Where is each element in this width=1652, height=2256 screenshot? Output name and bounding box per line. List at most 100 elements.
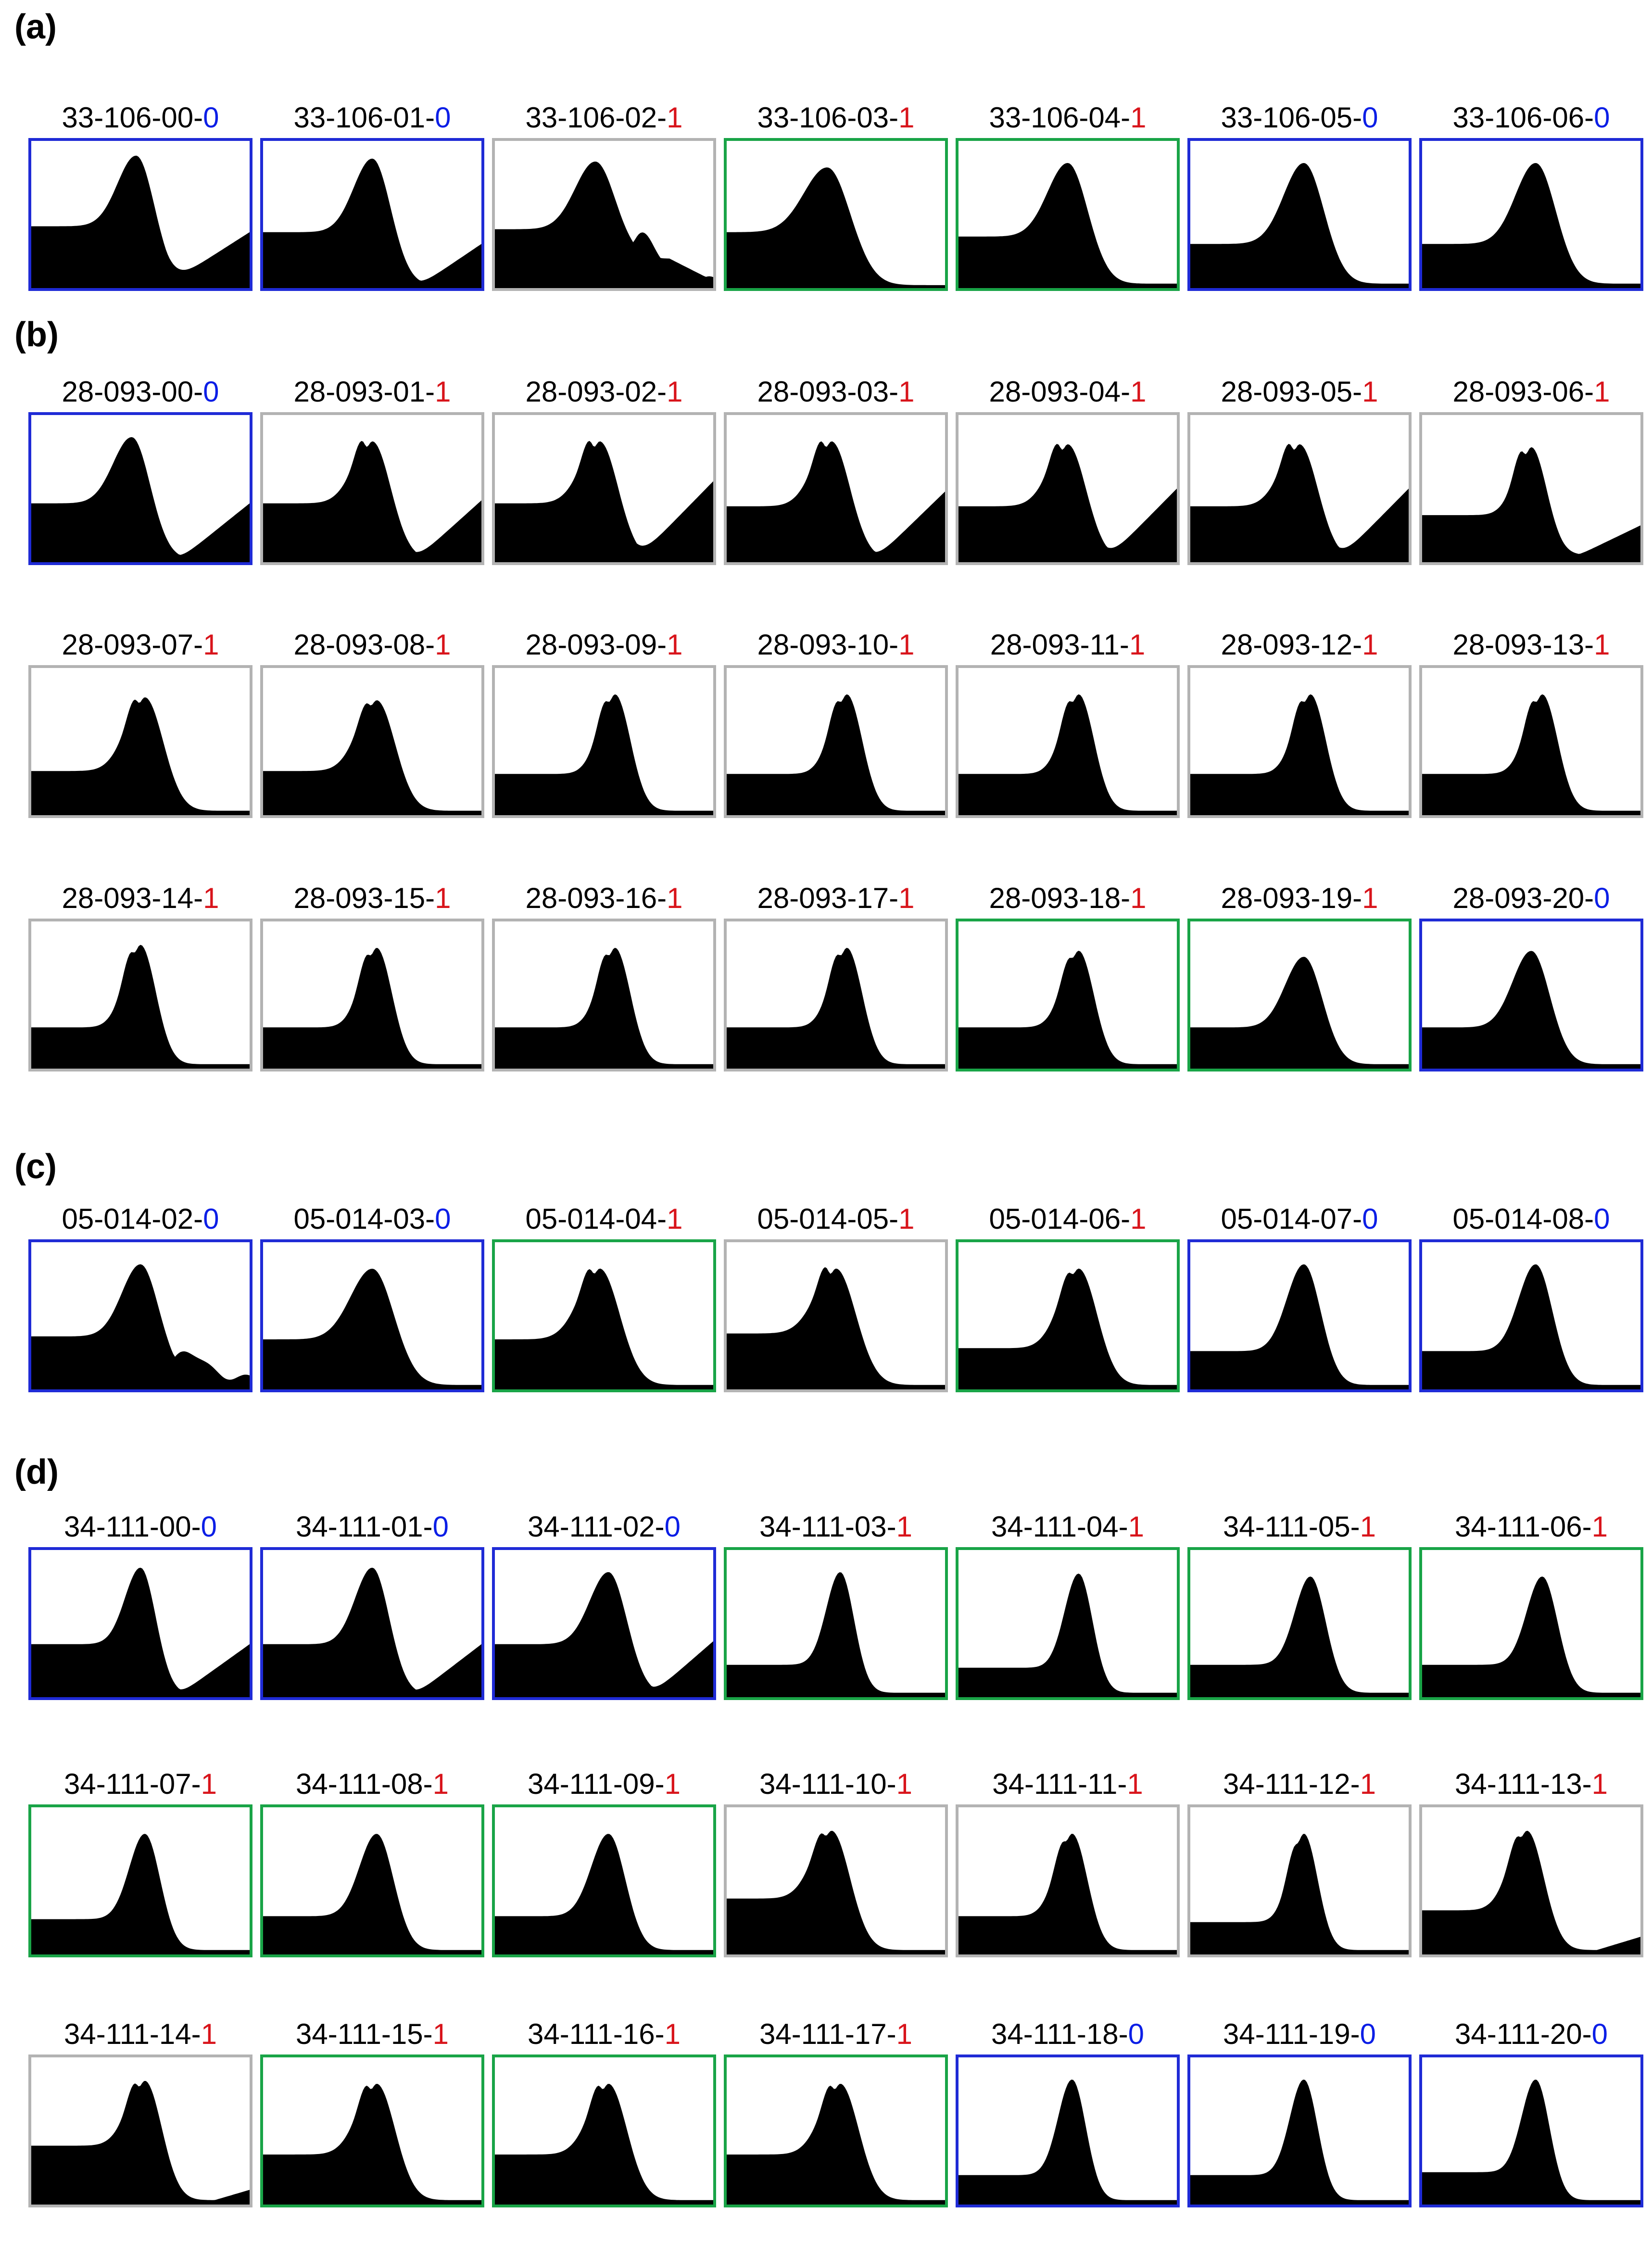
sample-id: 34-111-04- [991, 1511, 1128, 1543]
profile-plot [727, 1830, 945, 1954]
sample-id: 33-106-01- [293, 101, 435, 134]
profile-silhouette [1190, 1834, 1409, 1954]
profile-cell: 28-093-02-1 [490, 378, 718, 570]
profile-plot [958, 163, 1177, 288]
sample-id: 05-014-06- [989, 1203, 1131, 1235]
profile-cell: 28-093-07-1 [26, 630, 254, 823]
sample-id: 34-111-20- [1455, 2018, 1592, 2050]
profile-plot [31, 155, 250, 288]
sample-label: 05-014-08-0 [1417, 1205, 1645, 1234]
profile-plot [727, 1267, 945, 1389]
state-digit: 1 [667, 629, 683, 661]
profile-silhouette [1422, 163, 1640, 288]
sample-label: 34-111-04-1 [954, 1512, 1182, 1541]
profile-cell: 34-111-06-1 [1417, 1512, 1645, 1705]
profile-silhouette [1422, 694, 1640, 815]
state-digit: 1 [1362, 376, 1378, 408]
sample-id: 33-106-03- [757, 101, 899, 134]
profile-plot [263, 1567, 481, 1697]
profile-cell: 28-093-14-1 [26, 884, 254, 1076]
profile-silhouette [495, 161, 713, 288]
profile-silhouette [958, 1574, 1177, 1697]
sample-id: 33-106-04- [989, 101, 1131, 134]
sample-label: 34-111-09-1 [490, 1770, 718, 1799]
profile-plot [1190, 694, 1409, 815]
state-digit: 0 [203, 376, 219, 408]
state-digit: 1 [432, 2018, 449, 2050]
profile-plot [1190, 1576, 1409, 1697]
profile-frame [1419, 138, 1643, 291]
profile-frame [28, 2054, 252, 2207]
state-digit: 1 [1360, 1768, 1376, 1800]
profile-silhouette [31, 945, 250, 1069]
state-digit: 1 [667, 101, 683, 134]
profile-plot [263, 1834, 481, 1954]
sample-id: 28-093-15- [293, 882, 435, 914]
sample-label: 28-093-01-1 [258, 378, 486, 406]
profile-cell: 28-093-15-1 [258, 884, 486, 1076]
profile-cell: 28-093-08-1 [258, 630, 486, 823]
sample-label: 28-093-06-1 [1417, 378, 1645, 406]
profile-plot [495, 1572, 713, 1697]
profile-plot [495, 1268, 713, 1389]
sample-id: 34-111-18- [991, 2018, 1128, 2050]
sample-label: 28-093-13-1 [1417, 630, 1645, 659]
sample-label: 34-111-03-1 [722, 1512, 950, 1541]
sample-id: 05-014-03- [293, 1203, 435, 1235]
state-digit: 0 [432, 1511, 449, 1543]
profile-frame [724, 138, 948, 291]
profile-silhouette [31, 1834, 250, 1954]
profile-plot [263, 158, 481, 288]
profile-silhouette [727, 694, 945, 815]
profile-silhouette [958, 950, 1177, 1069]
profile-plot [263, 948, 481, 1069]
profile-silhouette [727, 167, 945, 288]
profile-cell: 28-093-04-1 [954, 378, 1182, 570]
sample-label: 28-093-02-1 [490, 378, 718, 406]
sample-id: 28-093-01- [293, 376, 435, 408]
panel-label: (a) [14, 8, 57, 46]
state-digit: 0 [1360, 2018, 1376, 2050]
state-digit: 1 [201, 1768, 217, 1800]
profile-frame [1419, 665, 1643, 818]
state-digit: 1 [1591, 1511, 1608, 1543]
sample-label: 05-014-03-0 [258, 1205, 486, 1234]
sample-id: 28-093-18- [989, 882, 1131, 914]
sample-id: 28-093-16- [525, 882, 667, 914]
sample-label: 28-093-19-1 [1185, 884, 1413, 913]
profile-plot [263, 441, 481, 562]
profile-frame [1419, 1239, 1643, 1392]
sample-label: 33-106-02-1 [490, 103, 718, 132]
profile-silhouette [1190, 163, 1409, 288]
state-digit: 1 [201, 2018, 217, 2050]
profile-cell: 28-093-11-1 [954, 630, 1182, 823]
sample-label: 34-111-18-0 [954, 2020, 1182, 2049]
profile-plot [495, 2084, 713, 2205]
profile-cell: 28-093-01-1 [258, 378, 486, 570]
profile-frame [260, 1804, 484, 1957]
sample-label: 28-093-09-1 [490, 630, 718, 659]
sample-id: 28-093-07- [62, 629, 203, 661]
profile-silhouette [1190, 444, 1409, 562]
profile-plot [958, 694, 1177, 815]
profile-frame [724, 665, 948, 818]
profile-frame [1419, 2054, 1643, 2207]
profile-silhouette [495, 1834, 713, 1954]
sample-label: 34-111-12-1 [1185, 1770, 1413, 1799]
sample-label: 28-093-04-1 [954, 378, 1182, 406]
sample-label: 05-014-02-0 [26, 1205, 254, 1234]
profile-cell: 28-093-17-1 [722, 884, 950, 1076]
state-digit: 1 [664, 2018, 681, 2050]
profile-frame [1187, 412, 1412, 565]
profile-plot [958, 950, 1177, 1069]
sample-id: 28-093-20- [1452, 882, 1594, 914]
state-digit: 0 [1362, 1203, 1378, 1235]
profile-plot [1422, 447, 1640, 562]
profile-frame [260, 412, 484, 565]
profile-plot [1422, 163, 1640, 288]
profile-plot [495, 1834, 713, 1954]
sample-id: 33-106-00- [62, 101, 203, 134]
sample-label: 34-111-19-0 [1185, 2020, 1413, 2049]
profile-cell: 05-014-03-0 [258, 1205, 486, 1397]
profile-silhouette [31, 2081, 250, 2205]
